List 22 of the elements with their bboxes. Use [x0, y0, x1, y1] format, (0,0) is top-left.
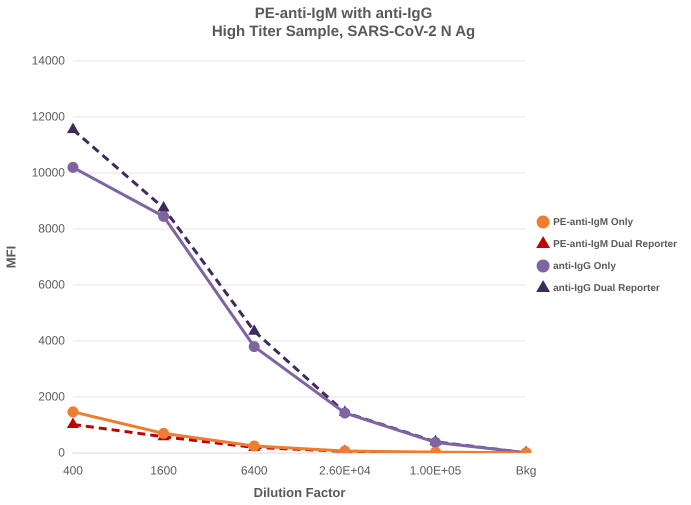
legend-label: anti-IgG Dual Reporter — [553, 282, 660, 294]
y-tick-label: 12000 — [32, 109, 66, 124]
y-tick-label: 10000 — [32, 165, 66, 180]
x-tick-label: 400 — [62, 464, 84, 478]
legend-label: PE-anti-IgM Dual Reporter — [553, 238, 678, 250]
legend-label: anti-IgG Only — [553, 260, 616, 272]
x-tick-label: 2.60E+04 — [318, 464, 372, 478]
x-tick-label: 1.00E+05 — [410, 464, 462, 478]
text: PE-anti-IgM with anti-IgG — [254, 5, 432, 22]
y-tick-label: 14000 — [32, 53, 66, 68]
y-tick-label: 6000 — [38, 277, 66, 292]
x-axis-title: Dilution Factor — [254, 484, 346, 500]
y-tick-label: 2000 — [38, 389, 66, 404]
y-axis-title: MFI — [3, 246, 18, 268]
x-tick-label: 6400 — [240, 464, 268, 478]
x-tick-label: 1600 — [150, 464, 178, 478]
y-tick-label: 8000 — [38, 221, 66, 236]
text: High Titer Sample, SARS-CoV-2 N Ag — [212, 23, 476, 40]
y-tick-label: 4000 — [38, 333, 66, 348]
y-tick-label: 0 — [58, 445, 66, 460]
x-tick-label: Bkg — [516, 464, 536, 478]
legend-label: PE-anti-IgM Only — [553, 216, 634, 228]
